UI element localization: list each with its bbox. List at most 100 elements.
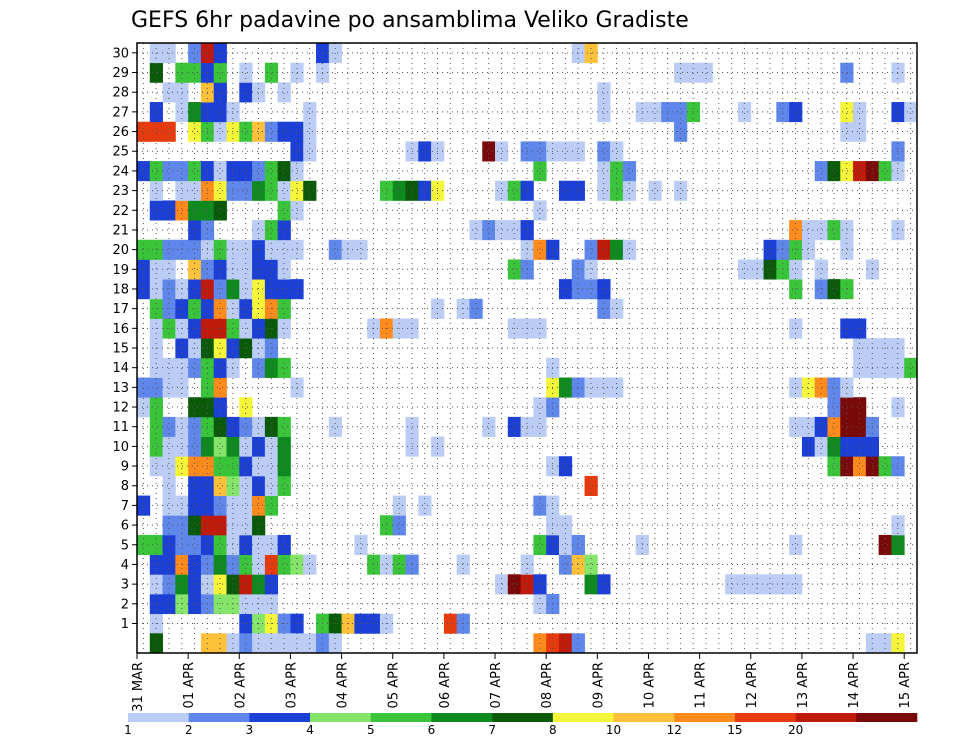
heat-cell xyxy=(891,357,905,378)
heat-cell xyxy=(277,259,291,280)
heat-cell xyxy=(533,239,547,260)
heat-cell xyxy=(252,554,266,575)
heat-cell xyxy=(763,259,777,280)
heat-cell xyxy=(252,495,266,516)
y-tick-label: 8 xyxy=(121,479,129,494)
heat-cell xyxy=(175,161,189,182)
heat-cell xyxy=(226,161,240,182)
heat-cell xyxy=(789,220,803,241)
heat-cell xyxy=(188,416,202,437)
heat-cell xyxy=(226,554,240,575)
heat-cell xyxy=(252,220,266,241)
heat-cell xyxy=(507,416,522,437)
heat-cell xyxy=(226,259,240,280)
heat-cell xyxy=(558,554,573,575)
heat-cell xyxy=(482,416,496,437)
heat-cell xyxy=(392,554,406,575)
heat-cell xyxy=(188,574,202,595)
y-tick-label: 3 xyxy=(121,578,129,593)
heat-cell xyxy=(789,534,803,556)
heat-cell xyxy=(213,593,227,615)
colorbar-label: 3 xyxy=(246,723,254,737)
heat-cell xyxy=(904,357,918,378)
heat-cell xyxy=(149,357,163,378)
heat-cell xyxy=(853,161,867,182)
heat-cell xyxy=(264,475,279,496)
heat-cell xyxy=(379,515,394,536)
heat-cell xyxy=(814,279,828,300)
heat-cell xyxy=(827,456,841,477)
heat-cell xyxy=(226,534,240,556)
heat-cell xyxy=(571,141,585,162)
heat-cell xyxy=(495,220,509,241)
heat-cell xyxy=(277,456,291,477)
heat-cell xyxy=(840,377,854,398)
heat-cell xyxy=(175,200,189,221)
heat-cell xyxy=(878,161,892,182)
heat-cell xyxy=(379,180,394,201)
heat-cell xyxy=(277,554,291,575)
heat-cell xyxy=(213,180,227,201)
y-tick-label: 6 xyxy=(121,519,129,534)
heat-cell xyxy=(558,534,573,556)
heat-cell xyxy=(175,62,189,83)
heat-cell xyxy=(162,416,176,437)
heat-cell xyxy=(571,534,585,556)
heat-cell xyxy=(801,220,816,241)
colorbar-label: 4 xyxy=(306,723,314,737)
heat-cell xyxy=(213,82,227,103)
heat-cell xyxy=(213,259,227,280)
heat-cell xyxy=(137,397,151,418)
y-axis-ticks: 1234567891011121314151617181920212223242… xyxy=(112,46,137,632)
heat-cell xyxy=(789,279,803,300)
colorbar-label: 20 xyxy=(788,723,803,737)
heat-cell xyxy=(763,574,777,595)
heat-cell xyxy=(328,416,342,437)
heat-cell xyxy=(264,62,279,83)
heat-cell xyxy=(507,574,522,595)
heat-cell xyxy=(264,239,279,260)
heat-cell xyxy=(213,102,227,123)
heat-cell xyxy=(213,456,227,477)
heat-cell xyxy=(264,495,279,516)
x-tick-label: 31 MAR xyxy=(131,662,146,712)
heat-cell xyxy=(213,436,227,457)
colorbar-swatch xyxy=(734,713,796,722)
colorbar-swatch xyxy=(856,713,918,722)
heat-cell xyxy=(584,279,598,300)
heat-cell xyxy=(252,456,266,477)
heat-cell xyxy=(584,259,598,280)
heat-cell xyxy=(801,416,816,437)
heat-cell xyxy=(392,180,406,201)
heat-cell xyxy=(239,534,253,556)
heat-cell xyxy=(162,495,176,516)
heat-cell xyxy=(239,475,253,496)
y-tick-label: 29 xyxy=(112,66,129,81)
heat-cell xyxy=(149,456,163,477)
heat-cell xyxy=(226,279,240,300)
heat-cell xyxy=(137,259,151,280)
heat-cell xyxy=(814,436,828,457)
heat-cell xyxy=(149,593,163,615)
y-tick-label: 4 xyxy=(121,558,129,573)
heat-cell xyxy=(840,102,854,123)
heat-cell xyxy=(853,121,867,142)
heat-cell xyxy=(162,574,176,595)
heat-cell xyxy=(264,593,279,615)
heat-cell xyxy=(277,534,291,556)
heat-cell xyxy=(264,180,279,201)
heat-cell xyxy=(226,357,240,378)
heat-cell xyxy=(252,121,266,142)
heat-cell xyxy=(213,534,227,556)
heat-cell xyxy=(239,259,253,280)
heat-cell xyxy=(149,62,163,83)
heat-cell xyxy=(264,279,279,300)
heat-cell xyxy=(814,220,828,241)
x-tick-label: 03 APR xyxy=(284,662,299,708)
heat-cell xyxy=(610,161,624,182)
heat-cell xyxy=(789,416,803,437)
heat-cell xyxy=(149,200,163,221)
heat-cell xyxy=(686,62,701,83)
colorbar-swatch xyxy=(613,713,675,722)
heat-cell xyxy=(328,239,342,260)
